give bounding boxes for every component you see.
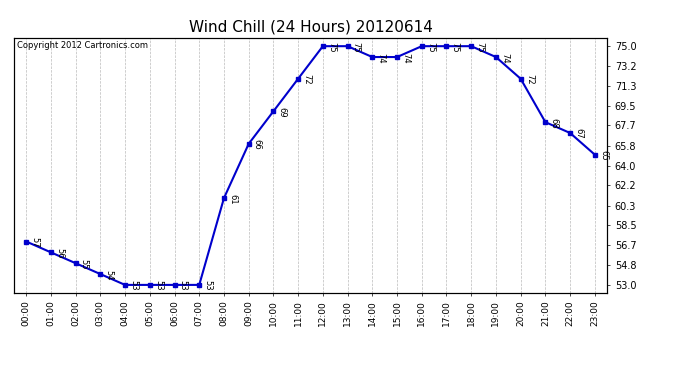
Text: 74: 74 xyxy=(401,53,410,63)
Text: 69: 69 xyxy=(277,107,286,117)
Text: 53: 53 xyxy=(204,280,213,291)
Text: 75: 75 xyxy=(475,42,484,53)
Text: 57: 57 xyxy=(30,237,39,248)
Text: 74: 74 xyxy=(500,53,509,63)
Text: 74: 74 xyxy=(377,53,386,63)
Text: Copyright 2012 Cartronics.com: Copyright 2012 Cartronics.com xyxy=(17,41,148,50)
Text: 53: 53 xyxy=(129,280,138,291)
Text: 53: 53 xyxy=(179,280,188,291)
Text: 53: 53 xyxy=(154,280,163,291)
Text: 56: 56 xyxy=(55,248,64,258)
Text: 75: 75 xyxy=(352,42,361,53)
Title: Wind Chill (24 Hours) 20120614: Wind Chill (24 Hours) 20120614 xyxy=(188,20,433,35)
Text: 67: 67 xyxy=(574,128,583,139)
Text: 54: 54 xyxy=(104,270,113,280)
Text: 61: 61 xyxy=(228,194,237,204)
Text: 65: 65 xyxy=(599,150,608,161)
Text: 75: 75 xyxy=(451,42,460,53)
Text: 66: 66 xyxy=(253,139,262,150)
Text: 68: 68 xyxy=(549,117,558,128)
Text: 55: 55 xyxy=(80,259,89,269)
Text: 72: 72 xyxy=(302,74,311,85)
Text: 75: 75 xyxy=(426,42,435,53)
Text: 75: 75 xyxy=(327,42,336,53)
Text: 72: 72 xyxy=(525,74,534,85)
